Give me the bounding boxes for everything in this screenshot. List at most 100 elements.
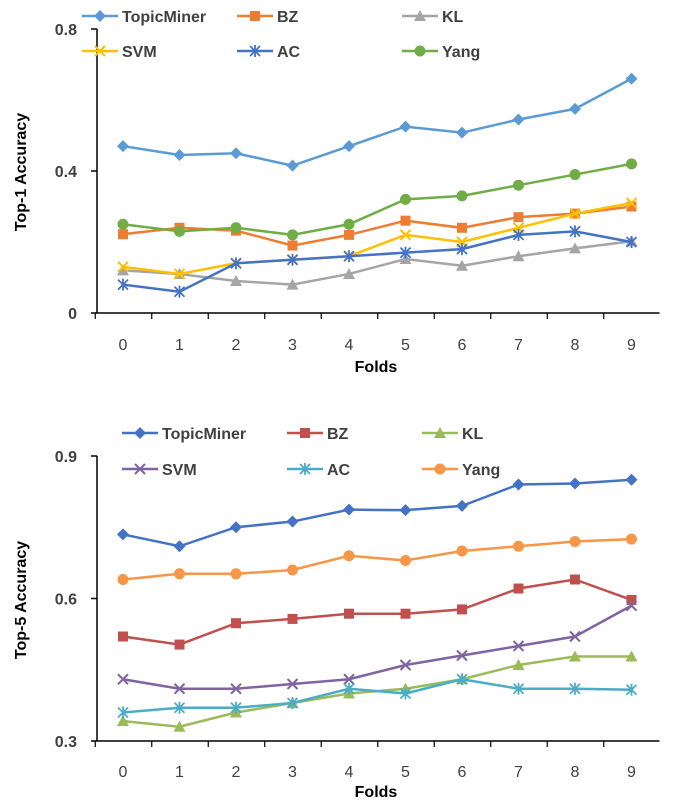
chart1-xtick-label-7: 7 [514,337,523,354]
chart1-series-kl-point-4 [343,267,355,279]
chart1-series-ac-point-1 [173,285,186,298]
chart1-series-topicminer-point-7 [512,113,525,126]
chart1-series-svm-legend-marker-stroke-b [94,45,106,57]
chart1-series-topicminer-legend-marker [94,10,106,22]
chart1-series-svm-legend-marker [94,45,106,57]
chart1-series-topicminer-point-5 [399,120,412,133]
chart2-xtick-label-1: 1 [175,764,184,781]
chart1-series-ac-point-3 [286,253,299,266]
chart2-series-bz-point-2 [231,618,241,629]
chart1-series-yang-line [122,162,632,237]
chart2-series-bz-line [122,578,632,646]
chart2-series-svm-legend-marker [134,463,146,475]
chart2-series-svm-point-2-stroke-b [230,683,242,695]
chart2-series-svm-point-5-stroke-b [399,659,412,671]
chart1-series-svm-point-1-stroke-b [173,268,186,280]
chart1-series-yang-point-8 [569,169,581,181]
chart1-series-yang-point-7 [513,179,524,191]
chart1-series-ac-point-9 [625,236,638,248]
chart1-series-topicminer-legend-label: TopicMiner [122,9,206,26]
chart2-series-bz-legend-marker [300,428,310,438]
chart2-series-ac-line [122,677,632,714]
chart1-series-yang-legend-marker [414,45,426,57]
chart1-series-svm-point-8-stroke-b [569,207,581,220]
chart2-series-kl-point-8 [569,650,581,662]
chart2-series-bz-point-0 [118,631,128,642]
chart2-series-ac-legend-marker [299,463,311,475]
chart2-series-yang-point-0 [117,574,129,585]
chart2-ylabel: Top-5 Accuracy [13,541,30,659]
chart2-xtick-label-5: 5 [401,764,410,781]
chart2-series-topicminer-point-5 [399,504,412,517]
chart1-series-bz-legend-label: BZ [277,9,299,26]
chart2-xlabel: Folds [355,784,398,801]
chart2-ytick-label-2: 0.9 [55,449,77,466]
chart1-xtick-label-9: 9 [627,337,636,354]
chart2-series-bz-point-8 [570,574,580,585]
chart1-series-ac-point-6 [456,243,468,256]
chart1-series-kl-point-8 [569,242,581,254]
chart1-series-bz-point-4 [344,229,354,240]
chart1-series-ac-point-2 [230,257,242,270]
chart2-series-bz-point-4 [344,608,354,619]
chart2-series-topicminer-point-2 [230,521,242,534]
chart2-ytick-label-0: 0.3 [55,734,77,751]
chart2-ytick-label-1: 0.6 [55,592,77,609]
chart1-series-bz-point-7 [513,212,524,223]
chart2-series-kl-point-9 [625,650,638,662]
chart2-series-kl-point-1 [173,720,186,732]
chart2-series-topicminer-point-9 [625,473,638,486]
chart2-series-yang-point-1 [174,568,185,580]
chart2-series-topicminer-point-1 [173,540,186,553]
chart1-series-yang-point-9 [626,158,637,170]
chart2-series-svm-point-8-stroke-b [569,630,581,643]
chart1-series-svm-point-8 [569,207,581,220]
chart1-series-bz-point-0 [118,229,128,240]
chart2-xtick-label-9: 9 [627,764,636,781]
chart2-series-kl-legend-label: KL [462,426,484,443]
chart1-series-topicminer-point-6 [456,126,468,139]
chart2-series-ac-point-6 [456,673,468,686]
chart2-series-svm-point-6 [456,649,468,662]
chart2-series-kl-point-7 [512,659,525,670]
chart1-series-bz-point-3 [287,240,298,251]
chart1-series-svm-point-9 [625,197,638,209]
chart2-xtick-label-3: 3 [288,764,297,781]
chart2-series-svm-point-7 [512,640,525,652]
chart2-series-svm-point-9 [625,599,638,612]
chart2-series-svm-point-9-stroke-b [625,599,638,612]
chart1-xtick-label-8: 8 [571,337,580,354]
chart1-series-ac-legend-label: AC [277,44,301,61]
chart1-series-ac-point-8 [569,225,581,238]
chart2-series-svm-point-3 [286,678,299,690]
chart2-series-svm-point-1 [173,683,186,695]
chart1-series-kl-line [122,240,632,286]
chart1-series-svm-point-0-stroke-b [117,261,129,273]
chart1-series-yang-point-2 [230,222,242,234]
chart1-series-yang-point-5 [400,193,411,205]
chart2-series-bz-point-1 [174,639,185,650]
chart1-ytick-label-2: 0.8 [55,22,77,39]
chart2-series-topicminer-point-8 [569,477,581,490]
chart1-series-ac-line [122,230,632,293]
chart2-series-bz-legend-label: BZ [327,426,349,443]
chart2-series-bz-point-7 [513,583,524,594]
chart1-xtick-label-5: 5 [401,337,410,354]
chart1-series-kl-legend-label: KL [442,9,464,26]
chart2-series-svm-point-2 [230,683,242,695]
chart2-series-yang-point-2 [230,568,242,580]
chart1-series-bz-point-9 [626,201,637,212]
chart2-xtick-label-0: 0 [119,764,128,781]
chart1-series-ac-legend-marker [249,45,261,57]
chart2-series-svm-point-0-stroke-b [117,673,129,685]
chart2-series-yang-point-8 [569,536,581,547]
chart1-series-ac-point-5 [399,246,412,259]
chart1-series-svm-point-5-stroke-b [399,229,412,241]
chart2-series-yang-point-6 [456,545,468,557]
chart1-ytick-label-0: 0 [68,306,77,323]
chart2-series-topicminer-point-3 [286,515,299,528]
chart1-series-ac-point-0 [117,278,129,291]
chart1-series-topicminer-point-8 [569,102,581,115]
chart2-series-svm-point-6-stroke-b [456,649,468,662]
chart2-series-bz-point-3 [287,613,298,624]
